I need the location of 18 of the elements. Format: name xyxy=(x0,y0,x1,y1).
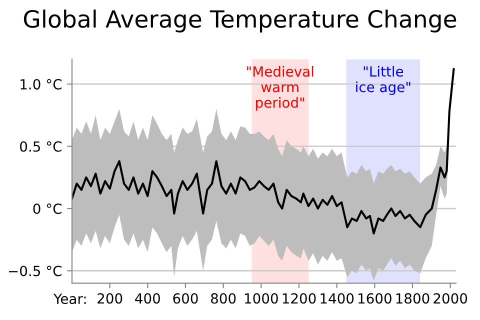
x-tick-label: 200 xyxy=(98,293,122,304)
x-tick-label: 600 xyxy=(173,293,198,304)
band-label: "Medieval warm period" xyxy=(247,66,314,110)
x-tick-label: 1200 xyxy=(282,293,316,304)
y-tick-label: −0.5 °C xyxy=(8,266,62,276)
x-tick-label: 1400 xyxy=(320,293,354,304)
x-tick-label: 400 xyxy=(135,293,160,304)
chart-title: Global Average Temperature Change xyxy=(24,10,456,32)
x-tick-label: 800 xyxy=(211,293,236,304)
x-tick-label: 1800 xyxy=(396,293,430,304)
y-tick-label: 1.0 °C xyxy=(20,79,62,90)
x-tick-label: 2000 xyxy=(434,293,468,304)
y-tick-label: 0.5 °C xyxy=(20,141,62,152)
y-tick-label: 0 °C xyxy=(33,204,62,214)
x-axis-title: Year: xyxy=(53,294,86,304)
band-label: "Little ice age" xyxy=(356,66,410,95)
x-tick-label: 1000 xyxy=(245,293,278,304)
x-tick-label: 1600 xyxy=(358,293,392,304)
